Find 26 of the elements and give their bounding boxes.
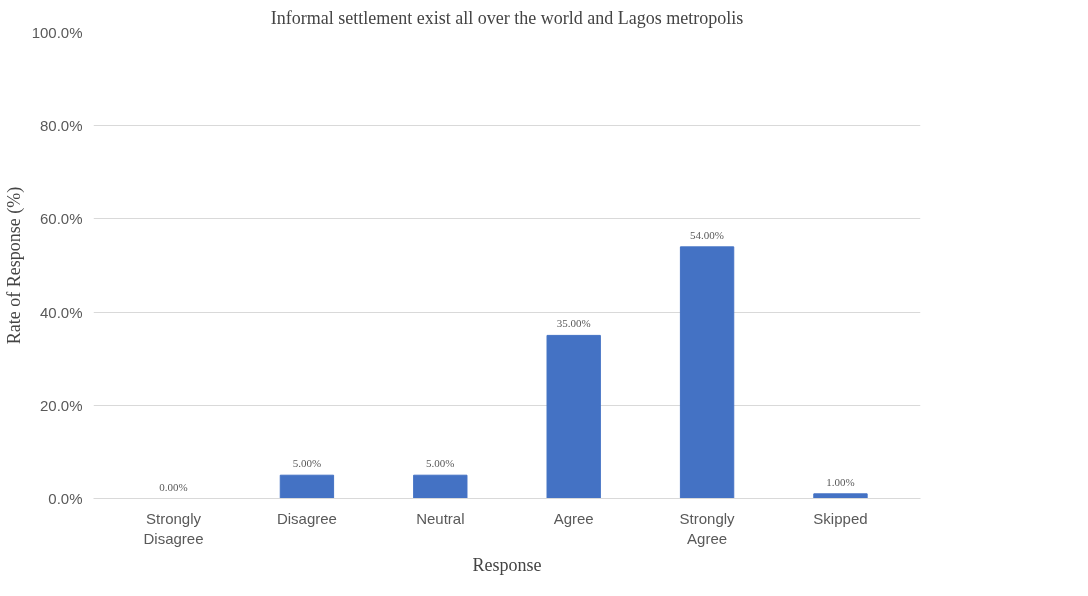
x-tick-label: Neutral	[416, 509, 465, 527]
data-label: 5.00%	[426, 457, 455, 470]
data-label: 54.00%	[690, 228, 725, 241]
y-tick-label: 100.0%	[31, 24, 83, 41]
x-tick-label: Skipped	[813, 509, 868, 527]
y-tick-label: 40.0%	[39, 303, 83, 321]
y-tick-label: 20.0%	[39, 396, 83, 414]
y-tick-label: 0.0%	[48, 490, 83, 507]
y-axis-title: Rate of Response (%)	[3, 186, 25, 345]
bar	[546, 334, 601, 499]
x-tick-label: Agree	[553, 509, 594, 527]
bar	[813, 493, 868, 499]
chart-title: Informal settlement exist all over the world and Lagos metropolis	[270, 7, 744, 28]
bar	[413, 474, 468, 499]
x-tick-label: Strongly Disagree	[143, 509, 204, 547]
x-axis-title: Response	[472, 554, 542, 575]
y-tick-label: 80.0%	[39, 117, 83, 135]
x-tick-label: Strongly Agree	[679, 509, 736, 547]
bar	[679, 246, 735, 499]
bar	[279, 474, 335, 499]
data-label: 1.00%	[826, 475, 855, 488]
data-label: 35.00%	[556, 317, 591, 330]
y-tick-label: 60.0%	[39, 210, 83, 228]
data-label: 5.00%	[292, 457, 322, 470]
x-tick-label: Disagree	[276, 509, 337, 527]
data-label: 0.00%	[159, 480, 188, 493]
